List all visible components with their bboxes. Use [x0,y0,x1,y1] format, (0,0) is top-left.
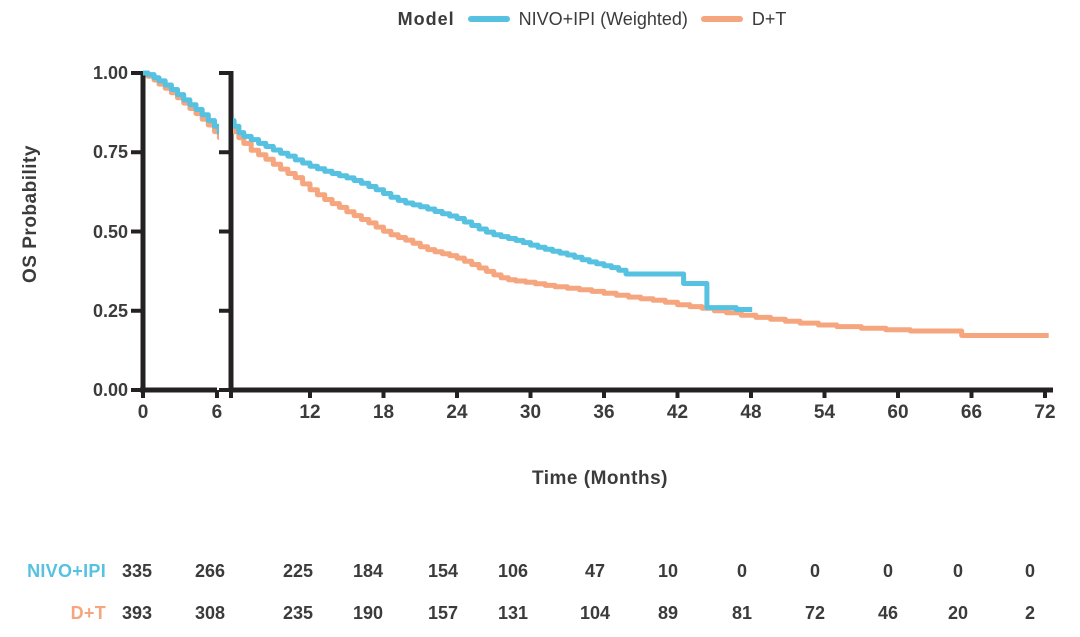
x-tick-label: 48 [740,402,762,423]
risk-count-cell: 10 [657,561,679,581]
x-tick-label: 60 [887,402,909,423]
risk-count-cell: 157 [427,603,459,623]
x-tick-label: 6 [211,402,223,423]
legend-item-dt: D+T [700,8,787,30]
x-tick-label: 0 [137,402,149,423]
risk-count-cell: 104 [579,603,611,623]
y-tick-label: 0.75 [92,142,128,163]
risk-count-cell: 0 [736,561,748,581]
risk-count-cell: 0 [882,561,894,581]
risk-count-cell: 393 [121,603,153,623]
x-tick-label: 18 [372,402,395,423]
x-axis-title: Time (Months) [532,468,668,489]
risk-count-cell: 81 [731,603,753,623]
risk-count-cell: 0 [1024,561,1036,581]
x-tick-label: 36 [593,402,615,423]
km-curve-nivo-ipi [143,70,219,136]
risk-row-dt: D+T 393 308 235 190 157 131 104 89 81 72 46 20 2 [0,601,1080,625]
risk-count-cell: 190 [352,603,384,623]
risk-count-cell: 0 [952,561,964,581]
risk-count-cell: 308 [194,603,226,623]
risk-count-cell: 131 [497,603,529,623]
km-curve-nivo-ipi [233,118,753,312]
risk-count-cell: 266 [194,561,226,581]
risk-row-nivo-ipi: NIVO+IPI 335 266 225 184 154 106 47 10 0 0 0 0 0 [0,559,1080,583]
risk-row-label: D+T [70,603,106,623]
x-tick-label: 30 [519,402,542,423]
legend-title: Model [397,8,455,29]
x-tick-label: 42 [666,402,689,423]
risk-count-cell: 0 [809,561,821,581]
y-tick-label: 0.00 [92,380,128,400]
risk-count-cell: 235 [282,603,314,623]
legend-item-nivo-ipi: NIVO+IPI (Weighted) [467,8,688,30]
legend-label-dt: D+T [751,8,787,29]
risk-count-cell: 72 [804,603,826,623]
risk-count-cell: 2 [1024,603,1036,623]
x-tick-label: 54 [813,402,836,423]
risk-count-cell: 20 [947,603,969,623]
legend: Model NIVO+IPI (Weighted) D+T [52,7,1080,31]
x-tick-label: 24 [446,402,468,423]
risk-count-cell: 184 [352,561,384,581]
risk-count-cell: 89 [657,603,679,623]
km-curve-dt [143,70,219,141]
risk-count-cell: 225 [282,561,314,581]
risk-count-cell: 106 [497,561,529,581]
x-tick-label: 12 [299,402,321,423]
risk-count-cell: 154 [427,561,459,581]
risk-count-cell: 335 [121,561,153,581]
risk-row-label: NIVO+IPI [27,561,106,581]
risk-count-cell: 47 [584,561,606,581]
x-tick-label: 66 [960,402,983,423]
legend-label-nivo-ipi: NIVO+IPI (Weighted) [518,8,688,29]
y-tick-label: 1.00 [92,63,128,83]
risk-count-cell: 46 [877,603,899,623]
dt-line-swatch-icon [700,16,743,22]
x-tick-label: 72 [1034,402,1056,423]
y-axis-title: OS Probability [20,145,41,283]
y-tick-label: 0.25 [92,300,128,321]
y-tick-label: 0.50 [92,221,128,242]
nivo-ipi-line-swatch-icon [467,16,510,22]
km-curve-dt [233,122,1049,338]
km-plot [131,70,1053,398]
